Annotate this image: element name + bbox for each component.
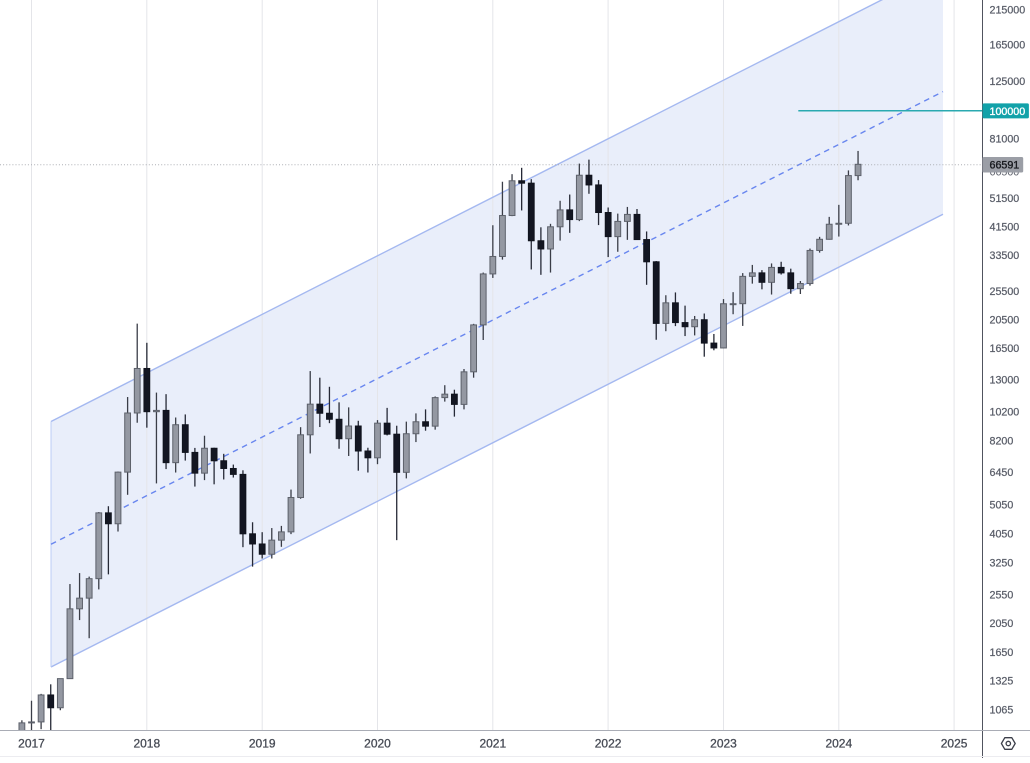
svg-text:5050: 5050 — [990, 499, 1014, 511]
svg-text:2018: 2018 — [133, 737, 160, 751]
svg-text:66591: 66591 — [990, 160, 1020, 172]
svg-text:10200: 10200 — [990, 407, 1020, 419]
svg-text:6450: 6450 — [990, 467, 1014, 479]
svg-text:33500: 33500 — [990, 250, 1020, 262]
svg-text:20500: 20500 — [990, 315, 1020, 327]
svg-text:2020: 2020 — [364, 737, 391, 751]
svg-text:3250: 3250 — [990, 557, 1014, 569]
svg-text:2019: 2019 — [249, 737, 276, 751]
svg-text:41500: 41500 — [990, 222, 1020, 234]
svg-text:2022: 2022 — [595, 737, 622, 751]
svg-text:1065: 1065 — [990, 705, 1014, 717]
svg-text:100000: 100000 — [990, 106, 1026, 118]
svg-text:2050: 2050 — [990, 618, 1014, 630]
svg-text:2021: 2021 — [479, 737, 506, 751]
svg-text:1650: 1650 — [990, 647, 1014, 659]
svg-text:13000: 13000 — [990, 375, 1020, 387]
svg-text:125000: 125000 — [990, 76, 1026, 88]
svg-text:25500: 25500 — [990, 286, 1020, 298]
svg-text:4050: 4050 — [990, 528, 1014, 540]
svg-text:1325: 1325 — [990, 676, 1014, 688]
svg-text:16500: 16500 — [990, 343, 1020, 355]
svg-text:8200: 8200 — [990, 435, 1014, 447]
svg-text:2025: 2025 — [941, 737, 968, 751]
svg-text:215000: 215000 — [990, 5, 1026, 17]
svg-text:2017: 2017 — [18, 737, 45, 751]
svg-text:51500: 51500 — [990, 193, 1020, 205]
svg-text:81000: 81000 — [990, 133, 1020, 145]
svg-text:2024: 2024 — [825, 737, 852, 751]
svg-text:2023: 2023 — [710, 737, 737, 751]
svg-text:165000: 165000 — [990, 40, 1026, 52]
svg-text:2550: 2550 — [990, 589, 1014, 601]
